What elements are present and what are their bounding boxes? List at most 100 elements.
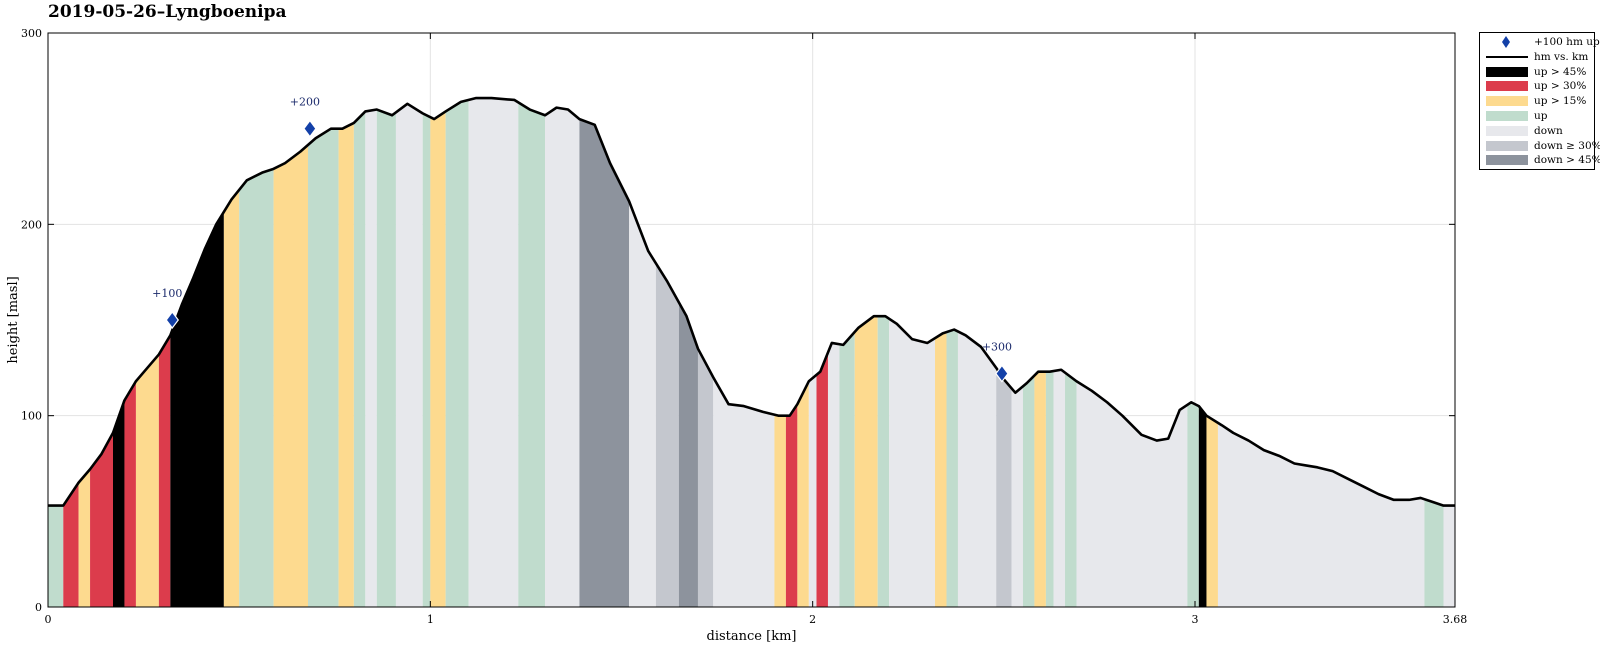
y-tick-label: 300 [21,27,42,40]
band-up45 [113,400,125,607]
legend-label: hm vs. km [1534,50,1589,63]
y-axis-label: height [masl] [6,276,21,363]
band-up15 [78,469,91,607]
legend-label: down ≥ 30% [1534,139,1600,152]
legend-item: down ≥ 30% [1480,139,1600,153]
milestone-marker [303,119,317,138]
band-down [365,109,377,607]
band-down [957,331,997,607]
legend-label: up > 30% [1534,80,1587,93]
band-up [946,329,958,607]
band-down [889,318,936,607]
band-up15 [935,332,947,607]
band-down45 [579,119,630,607]
chart-title: 2019-05-26–Lyngboenipa [48,2,287,22]
band-up [518,102,546,608]
y-tick-label: 200 [21,218,42,231]
milestone-label: +100 [152,287,182,300]
band-up30 [124,381,136,607]
band-down [713,377,775,607]
band-down [1076,381,1188,607]
legend-label: down > 45% [1534,154,1600,167]
x-tick-label: 3.68 [1443,613,1468,626]
band-up30 [785,404,798,607]
band-up30 [63,482,79,607]
band-up15 [135,354,159,607]
band-up15 [273,144,308,607]
elevation-line [48,96,1455,507]
legend-item: down > 45% [1480,153,1600,167]
band-up15 [774,414,786,607]
legend-swatch [1486,66,1528,77]
x-tick-label: 1 [427,613,434,626]
legend-item: up [1480,109,1594,123]
milestone-label: +300 [982,341,1012,354]
band-up15 [797,381,809,607]
band-up [353,111,366,607]
milestone-marker [995,364,1009,383]
band-up45 [1198,406,1207,607]
band-up [877,316,890,607]
band-down [468,98,519,608]
band-up30 [90,432,113,607]
x-axis-label: distance [km] [707,629,797,644]
legend-swatch [1486,125,1528,136]
band-up [307,128,339,608]
band-down [1011,386,1023,607]
band-down [545,107,580,608]
band-up [422,113,431,608]
band-down [1443,505,1455,607]
band-down [395,103,423,607]
band-up [48,505,64,607]
y-tick-label: 100 [21,410,42,423]
band-down30 [996,367,1012,607]
plot-frame [47,32,1456,608]
band-up15 [1206,415,1218,607]
band-down30 [697,348,714,607]
band-up [239,168,274,607]
legend-swatch [1486,111,1528,121]
band-down [1217,422,1425,607]
x-tick-label: 2 [809,613,816,626]
legend-item: up > 45% [1480,65,1594,79]
band-up15 [223,189,240,607]
band-up [1424,499,1444,607]
legend-label: down [1534,124,1563,137]
chart-legend: +100 hm up hm vs. km up > 45% up > 30% up > … [1479,32,1600,170]
band-up15 [854,316,878,607]
legend-label: up > 15% [1534,95,1587,108]
band-up [1022,375,1035,607]
legend-line-symbol [1486,55,1528,59]
band-down [808,374,817,607]
milestone-marker [165,311,180,329]
x-tick-label: 3 [1192,613,1199,626]
milestone-label: +200 [290,96,320,109]
band-up [1065,372,1077,607]
band-up15 [1034,371,1046,607]
legend-item: up > 30% [1480,79,1594,93]
legend-label: up > 45% [1534,65,1587,78]
legend-label: up [1534,110,1548,122]
band-down [1053,369,1066,607]
band-down [827,342,840,607]
band-up [445,99,469,607]
legend-swatch [1486,81,1528,92]
band-up30 [158,335,171,607]
legend-item: down [1480,124,1594,138]
legend-item: +100 hm up [1480,35,1600,49]
band-down45 [678,302,698,607]
band-down [629,201,656,607]
x-tick-label: 0 [45,613,52,626]
band-up [1045,371,1054,607]
band-up15 [338,122,354,608]
band-up45 [170,211,224,607]
y-tick-label: 0 [35,601,42,614]
legend-marker-symbol [1502,36,1510,48]
band-up30 [816,352,828,607]
legend-swatch [1486,96,1528,107]
legend-swatch [1486,155,1528,166]
band-down30 [655,263,679,607]
band-up [376,109,396,607]
legend-item: hm vs. km [1480,50,1594,64]
